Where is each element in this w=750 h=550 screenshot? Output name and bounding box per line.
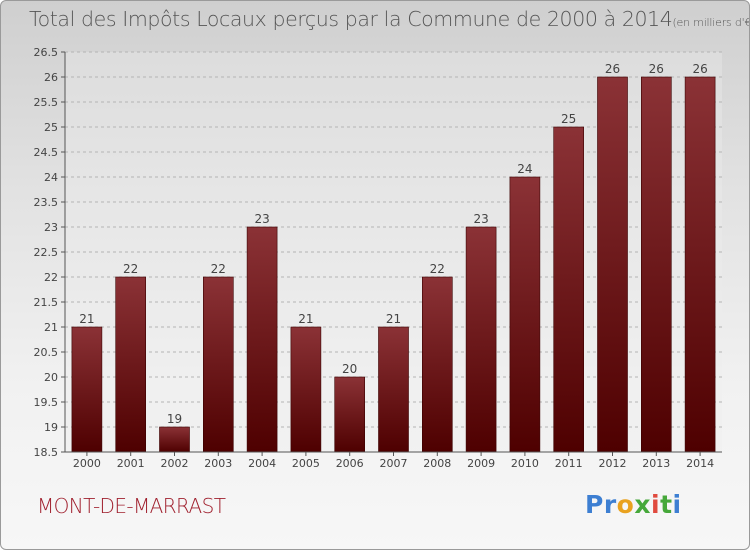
data-label: 24 — [517, 162, 532, 176]
bar — [640, 76, 672, 453]
logo-part-1: Pr — [585, 490, 617, 519]
logo-part-6: i — [672, 490, 682, 519]
data-label: 26 — [605, 62, 620, 76]
x-tick-label: 2000 — [73, 457, 101, 470]
bar — [290, 326, 322, 453]
y-tick-label: 26 — [44, 71, 58, 84]
chart-title: Total des Impôts Locaux perçus par la Co… — [29, 7, 750, 31]
data-label: 25 — [561, 112, 576, 126]
x-tick-label: 2008 — [423, 457, 451, 470]
y-tick-label: 22 — [44, 271, 58, 284]
x-tick-label: 2013 — [642, 457, 670, 470]
y-tick-label: 19.5 — [34, 396, 59, 409]
data-label: 21 — [298, 312, 313, 326]
data-labels: 21 22 19 22 23 21 20 21 22 23 24 25 26 26 26 — [79, 62, 707, 426]
bar — [71, 326, 103, 453]
x-tick-label: 2011 — [555, 457, 583, 470]
logo-part-5: t — [660, 490, 673, 519]
data-label: 23 — [254, 212, 269, 226]
data-label: 21 — [386, 312, 401, 326]
data-label: 22 — [123, 262, 138, 276]
x-tick-label: 2006 — [336, 457, 364, 470]
bar — [203, 276, 234, 453]
y-tick-label: 21.5 — [34, 296, 59, 309]
data-label: 20 — [342, 362, 357, 376]
x-tick-label: 2007 — [380, 457, 408, 470]
bar — [246, 226, 278, 453]
commune-name: MONT-DE-MARRAST — [37, 494, 226, 518]
x-tick-label: 2002 — [161, 457, 189, 470]
bar — [378, 326, 409, 453]
y-tick-label: 22.5 — [34, 246, 59, 259]
bar — [115, 276, 146, 453]
data-label: 21 — [79, 312, 94, 326]
chart-title-main: Total des Impôts Locaux perçus par la Co… — [29, 7, 673, 31]
y-tick-label: 23 — [44, 221, 58, 234]
data-label: 26 — [692, 62, 707, 76]
y-tick-label: 26.5 — [34, 46, 59, 59]
x-tick-label: 2004 — [248, 457, 276, 470]
x-tick-label: 2005 — [292, 457, 320, 470]
y-tick-label: 24.5 — [34, 146, 59, 159]
data-label: 23 — [473, 212, 488, 226]
bar — [421, 276, 453, 453]
logo-part-2: o — [616, 490, 635, 519]
x-axis-labels: 2000 2001 2002 2003 2004 2005 2006 2007 2008 2009… — [73, 457, 714, 470]
axes — [64, 52, 722, 456]
bar — [334, 376, 366, 453]
y-tick-label: 20 — [44, 371, 58, 384]
y-tick-label: 25 — [44, 121, 58, 134]
bar — [553, 126, 585, 453]
data-label: 22 — [211, 262, 226, 276]
x-tick-label: 2014 — [686, 457, 714, 470]
x-tick-label: 2012 — [599, 457, 627, 470]
x-tick-label: 2010 — [511, 457, 539, 470]
chart-title-unit: (en milliers d'€) — [672, 16, 750, 29]
logo-part-4: i — [650, 490, 661, 519]
y-tick-label: 24 — [44, 171, 58, 184]
proxiti-logo: Proxiti — [585, 490, 682, 519]
bar — [597, 76, 628, 453]
x-tick-label: 2009 — [467, 457, 495, 470]
y-axis-labels: 18.5 19 19.5 20 20.5 21 21.5 22 22.5 23 23.5 24 24.5… — [34, 46, 59, 459]
y-tick-label: 20.5 — [34, 346, 59, 359]
y-tick-label: 19 — [44, 421, 58, 434]
x-tick-label: 2001 — [117, 457, 145, 470]
bar — [509, 176, 541, 453]
y-tick-label: 21 — [44, 321, 58, 334]
y-tick-label: 23.5 — [34, 196, 59, 209]
y-tick-label: 25.5 — [34, 96, 59, 109]
y-tick-label: 18.5 — [34, 446, 59, 459]
data-label: 19 — [167, 412, 182, 426]
data-label: 22 — [430, 262, 445, 276]
bar — [159, 426, 190, 453]
bars — [71, 76, 716, 453]
bar — [465, 226, 497, 453]
data-label: 26 — [649, 62, 664, 76]
bar — [684, 76, 716, 453]
x-tick-label: 2003 — [204, 457, 232, 470]
logo-part-3: x — [634, 490, 651, 519]
